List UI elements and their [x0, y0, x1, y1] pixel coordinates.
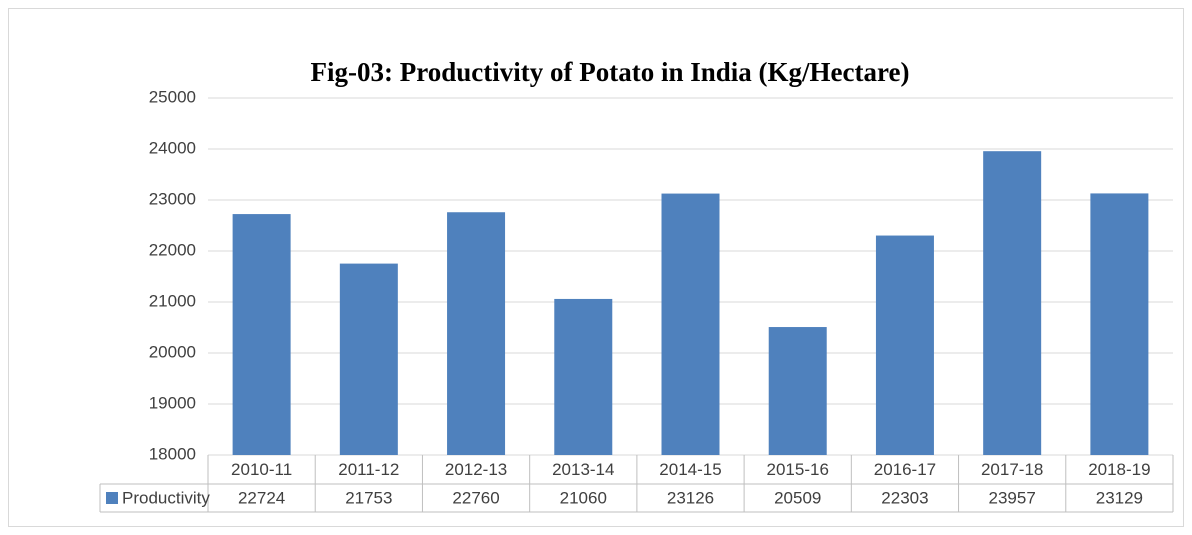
- bar: [447, 212, 506, 455]
- data-table-value: 21753: [345, 488, 392, 507]
- x-tick-label: 2016-17: [874, 460, 936, 479]
- y-tick-label: 22000: [149, 240, 196, 259]
- x-tick-label: 2014-15: [659, 460, 721, 479]
- data-table-value: 21060: [560, 488, 607, 507]
- x-tick-label: 2018-19: [1088, 460, 1150, 479]
- bar: [232, 214, 291, 455]
- data-table-value: 22303: [881, 488, 928, 507]
- data-table-value: 20509: [774, 488, 821, 507]
- x-tick-label: 2010-11: [231, 460, 292, 479]
- bar: [875, 235, 934, 455]
- x-tick-label: 2015-16: [767, 460, 829, 479]
- bar: [661, 193, 720, 455]
- bar: [1090, 193, 1149, 455]
- data-table-value: 23126: [667, 488, 714, 507]
- data-table-value: 22724: [238, 488, 285, 507]
- y-tick-label: 23000: [149, 189, 196, 208]
- chart-title: Fig-03: Productivity of Potato in India …: [311, 57, 910, 87]
- legend-label: Productivity: [122, 488, 210, 507]
- y-tick-label: 25000: [149, 87, 196, 106]
- x-tick-label: 2012-13: [445, 460, 507, 479]
- x-tick-label: 2013-14: [552, 460, 614, 479]
- y-tick-label: 20000: [149, 342, 196, 361]
- data-table-value: 23957: [989, 488, 1036, 507]
- bar: [554, 298, 613, 455]
- chart-border: [8, 8, 1184, 527]
- bar: [339, 263, 398, 455]
- bar: [983, 151, 1042, 455]
- y-tick-label: 24000: [149, 138, 196, 157]
- y-tick-label: 18000: [149, 444, 196, 463]
- x-tick-label: 2011-12: [338, 460, 399, 479]
- x-tick-label: 2017-18: [981, 460, 1043, 479]
- y-tick-label: 19000: [149, 393, 196, 412]
- data-table-value: 23129: [1096, 488, 1143, 507]
- y-tick-label: 21000: [149, 291, 196, 310]
- data-table-value: 22760: [452, 488, 499, 507]
- bar: [768, 327, 827, 455]
- legend-swatch: [106, 492, 118, 504]
